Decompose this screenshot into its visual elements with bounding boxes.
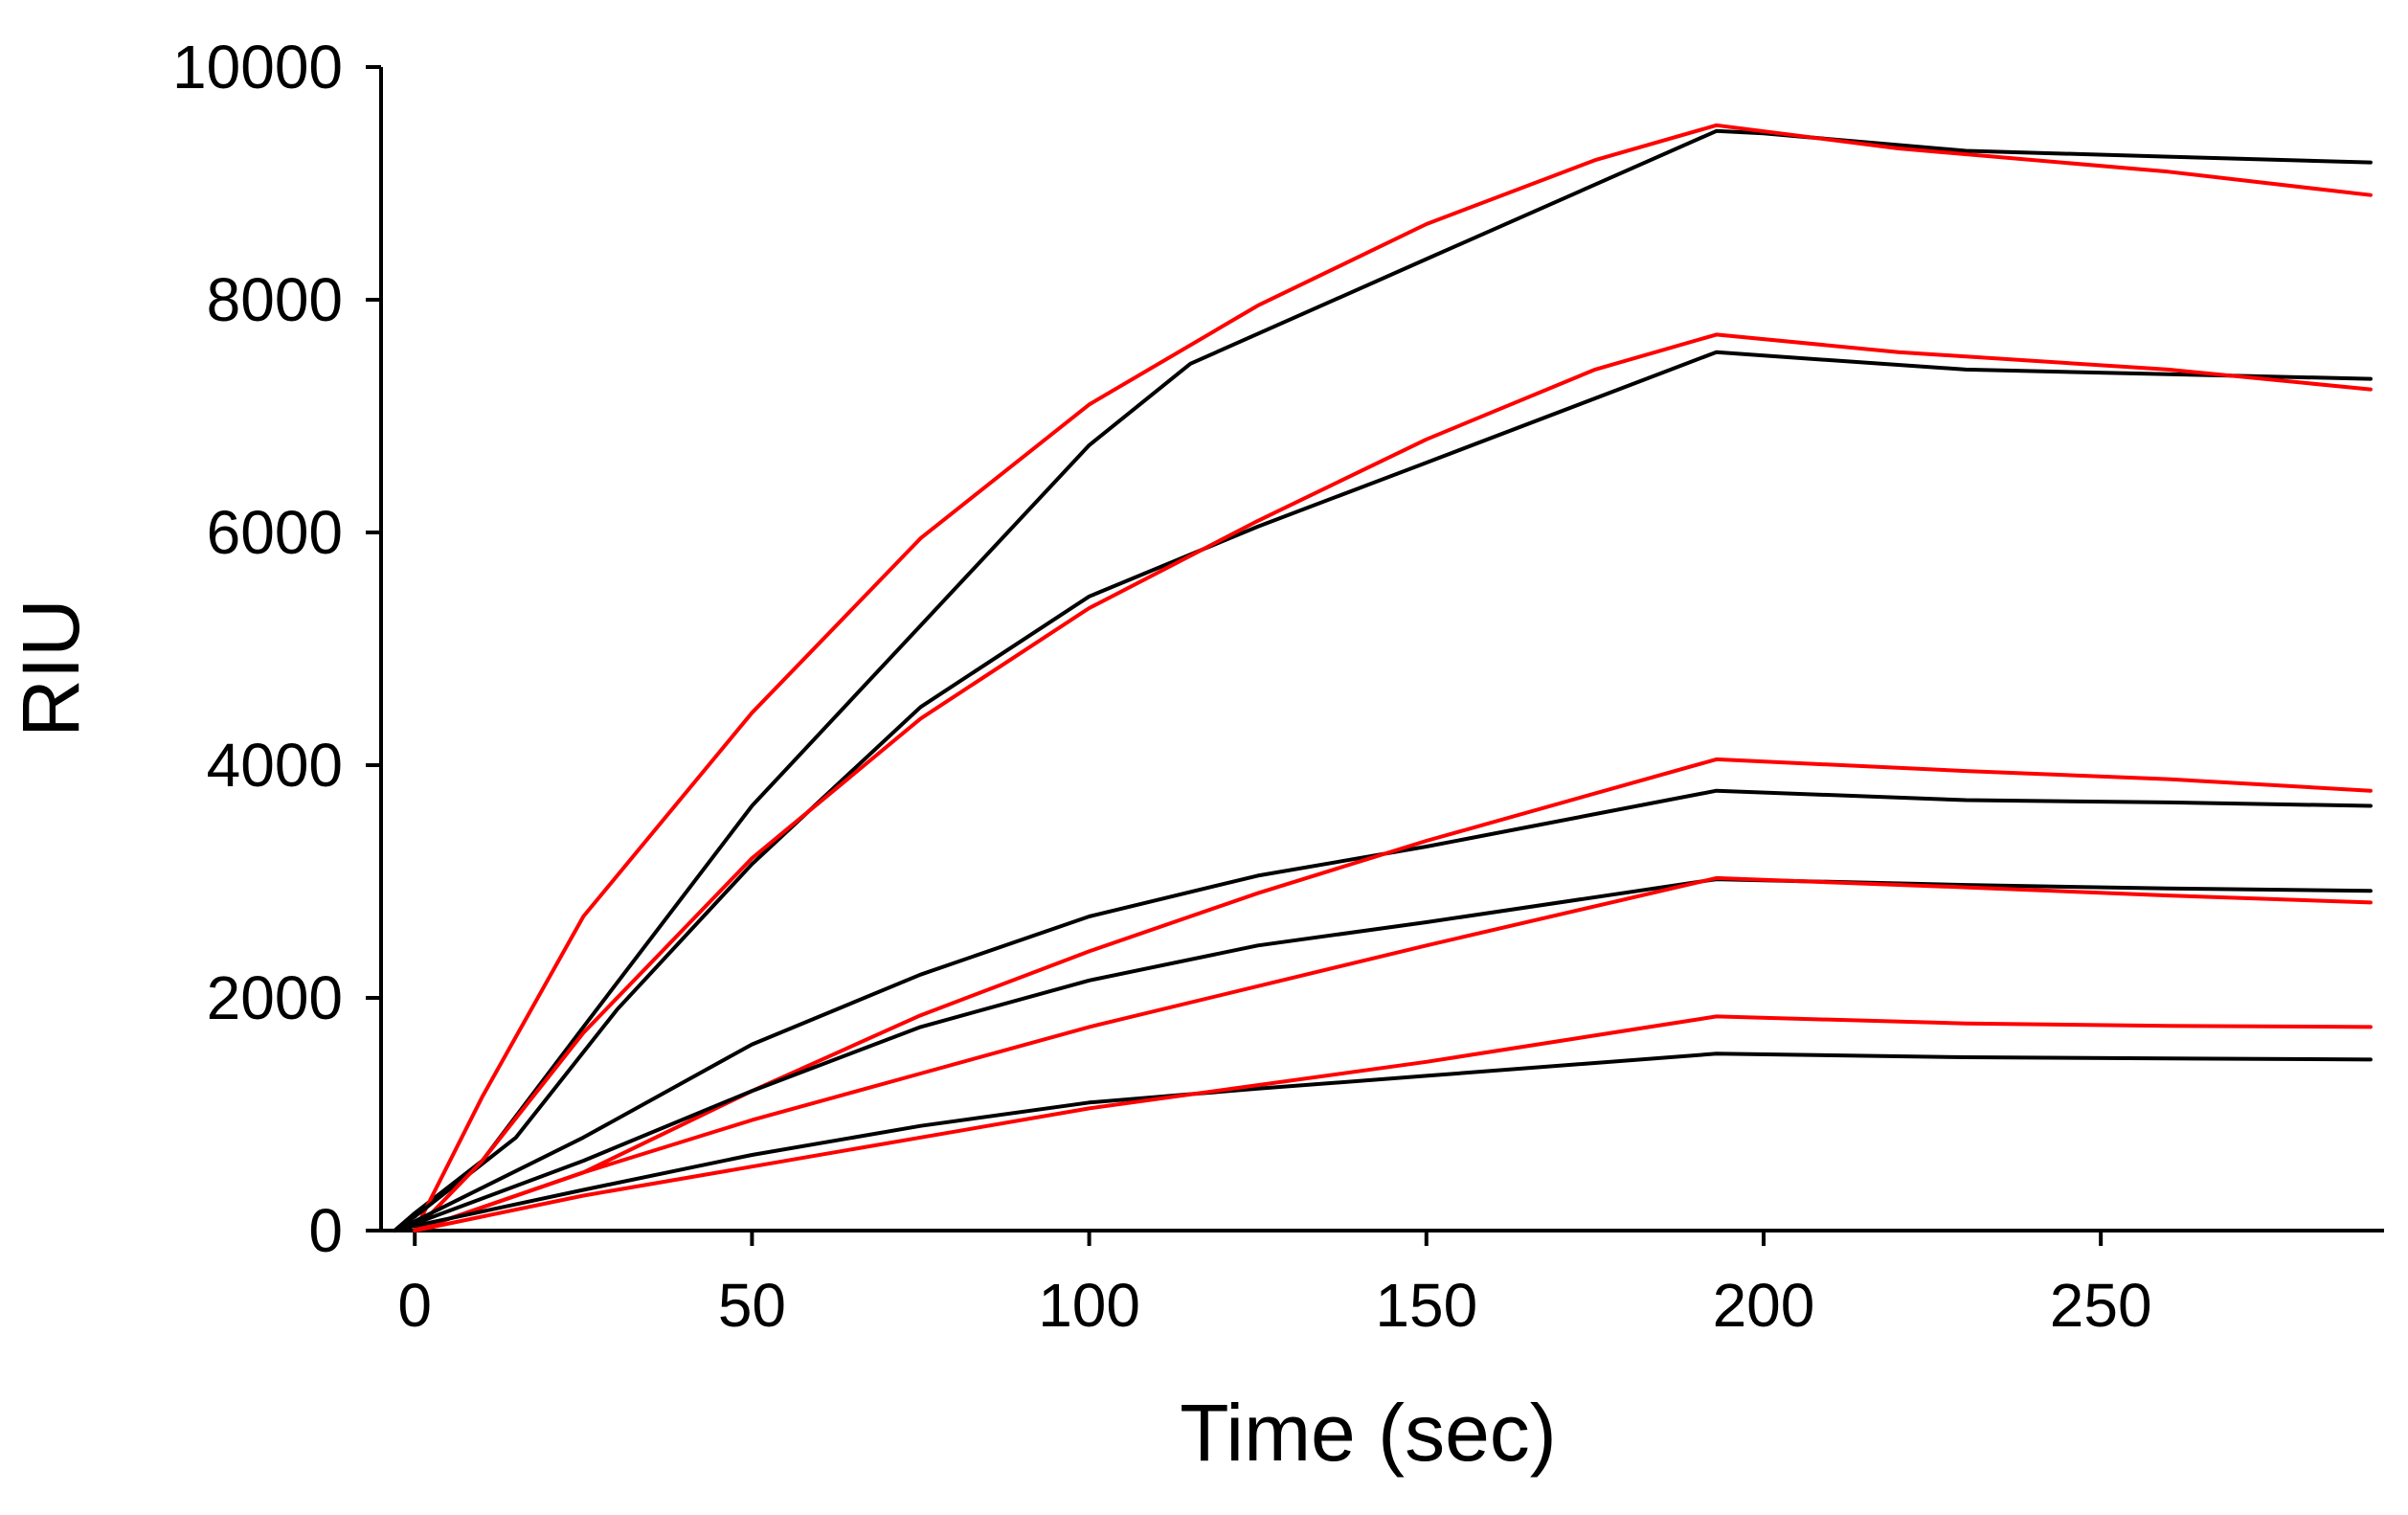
y-tick-label: 2000	[207, 963, 343, 1032]
x-tick-label: 50	[718, 1271, 786, 1340]
y-tick-label: 6000	[207, 498, 343, 567]
x-ticks: 0 50 100 150 200 250	[397, 1231, 2152, 1340]
y-tick-label: 10000	[172, 33, 343, 102]
x-tick-label: 150	[1375, 1271, 1477, 1340]
measured-curve-3	[393, 788, 2373, 1232]
x-tick-label: 200	[1713, 1271, 1815, 1340]
y-axis-title: RIU	[6, 599, 96, 737]
measured-curve-4	[393, 877, 2373, 1232]
fit-curve-5	[413, 1014, 2373, 1232]
fit-curve-3	[413, 757, 2373, 1232]
y-ticks: 0 2000 4000 6000 8000 10000	[172, 33, 381, 1265]
x-axis-title: Time (sec)	[1180, 1388, 1557, 1478]
series-layer	[393, 123, 2373, 1232]
x-tick-label: 250	[2050, 1271, 2152, 1340]
fit-curve-1	[413, 123, 2373, 1232]
y-tick-label: 8000	[207, 265, 343, 334]
fit-curve-4	[413, 875, 2373, 1232]
x-tick-label: 100	[1038, 1271, 1140, 1340]
x-tick-label: 0	[397, 1271, 432, 1340]
y-tick-label: 4000	[207, 731, 343, 800]
measured-curve-1	[393, 128, 2373, 1232]
y-tick-label: 0	[308, 1196, 343, 1265]
measured-curve-2	[393, 350, 2373, 1232]
fit-curve-2	[413, 332, 2373, 1232]
axes	[379, 67, 2384, 1232]
